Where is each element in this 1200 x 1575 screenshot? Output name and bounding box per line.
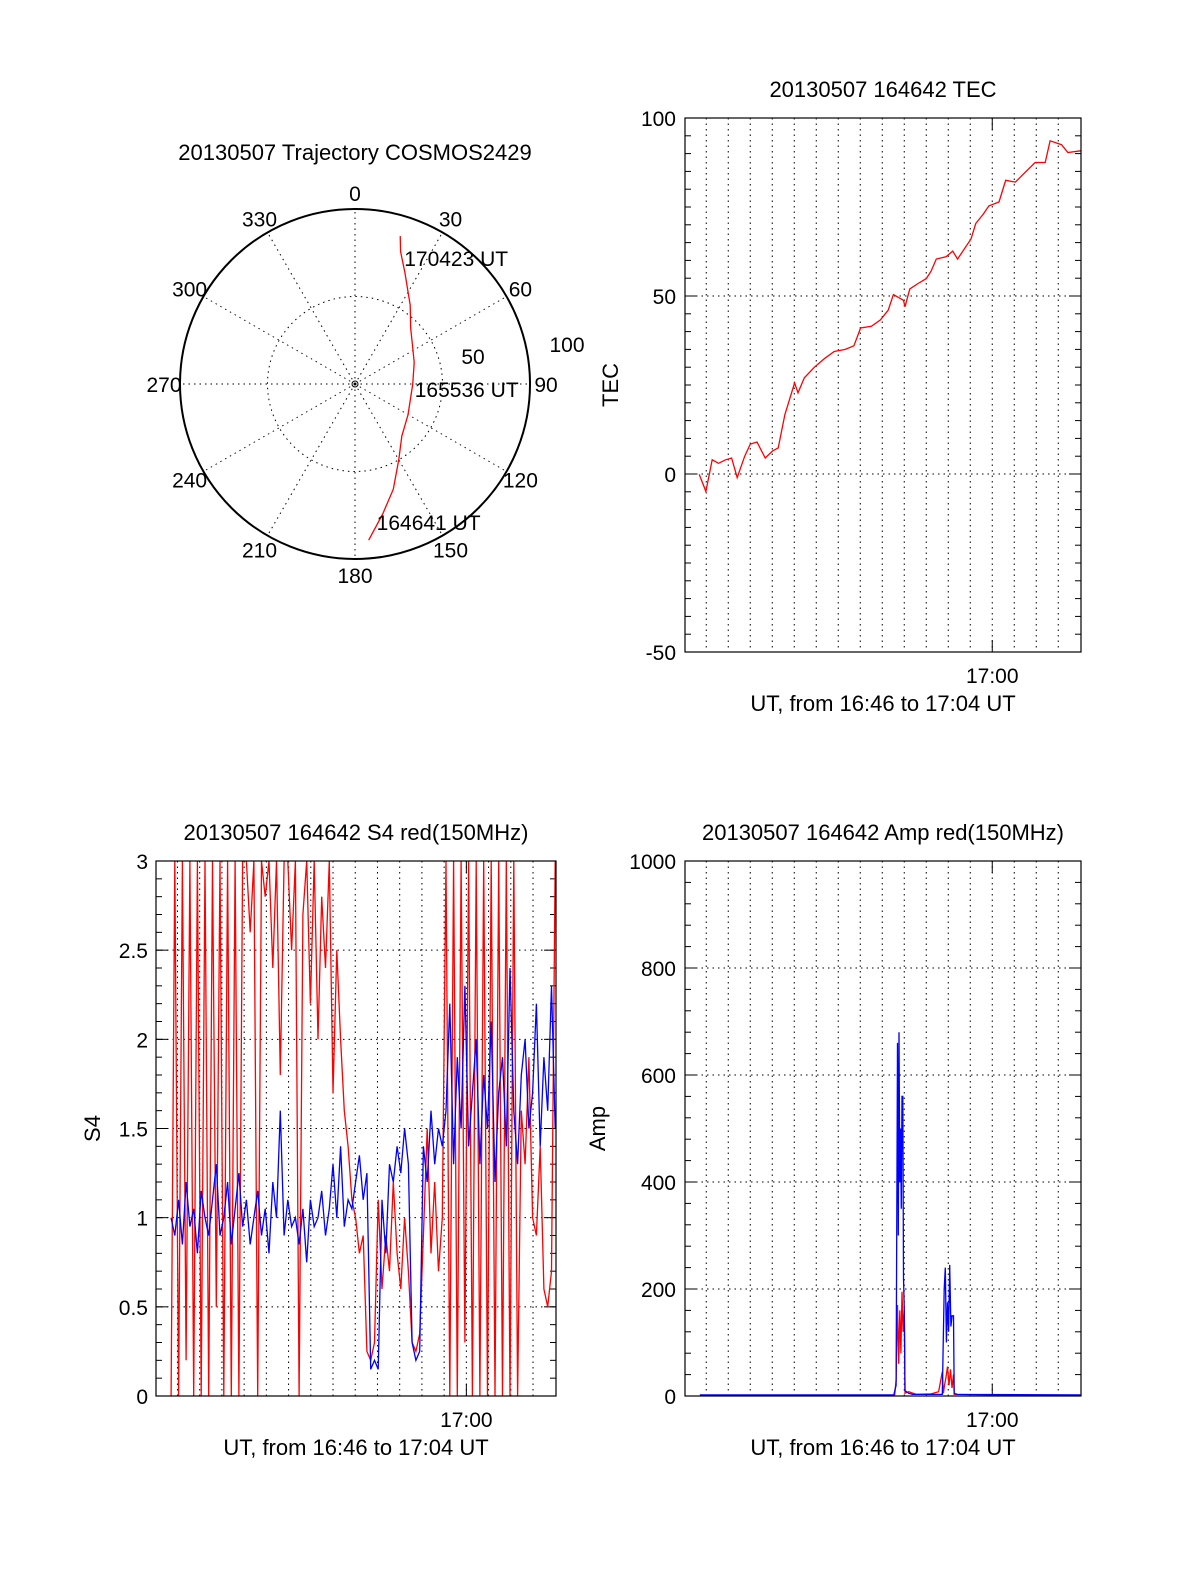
y-tick-label: -50	[646, 642, 676, 665]
inner-range-circle	[267, 296, 443, 472]
x-axis-label: UT, from 16:46 to 17:04 UT	[223, 1435, 488, 1460]
plot-frame	[684, 117, 1082, 653]
angle-label: 120	[503, 470, 538, 493]
angle-label: 210	[242, 539, 277, 562]
chart-title: 20130507 164642 S4 red(150MHz)	[184, 820, 529, 845]
y-tick-label: 2	[136, 1029, 148, 1052]
angle-label: 150	[433, 539, 468, 562]
y-tick-label: 100	[641, 108, 676, 131]
time-annotation: 170423 UT	[404, 248, 508, 271]
x-axis-label: UT, from 16:46 to 17:04 UT	[750, 1435, 1015, 1460]
y-tick-label: 0	[136, 1386, 148, 1409]
series-line-blue	[170, 967, 556, 1370]
amp-chart: 20130507 164642 Amp red(150MHz) 0 200 400 60…	[585, 820, 1082, 1460]
polar-chart: 20130507 Trajectory COSMOS2429 0 30 60 90 120…	[146, 140, 584, 588]
y-tick-label: 600	[641, 1065, 676, 1088]
y-axis-label: S4	[80, 1115, 105, 1142]
center-circle	[351, 380, 359, 388]
y-tick-label: 1000	[629, 851, 676, 874]
y-tick-label: 1.5	[119, 1119, 148, 1142]
plot-frame	[155, 860, 557, 1397]
angle-label: 0	[349, 183, 361, 206]
y-axis-label: Amp	[585, 1106, 610, 1151]
y-tick-label: 200	[641, 1279, 676, 1302]
spoke-gridline	[203, 383, 356, 472]
time-annotation: 164641 UT	[377, 512, 481, 535]
y-tick-label: 0	[664, 464, 676, 487]
trajectory-line	[368, 236, 415, 541]
chart-title: 20130507 164642 TEC	[769, 77, 996, 102]
x-tick-label: 17:00	[966, 1409, 1019, 1432]
x-axis-label: UT, from 16:46 to 17:04 UT	[750, 691, 1015, 716]
angle-label: 240	[172, 470, 207, 493]
angle-label: 30	[439, 209, 462, 232]
angle-label: 270	[146, 374, 181, 397]
y-tick-label: 0.5	[119, 1297, 148, 1320]
y-tick-label: 1	[136, 1208, 148, 1231]
angle-label: 330	[242, 209, 277, 232]
y-tick-label: 800	[641, 958, 676, 981]
radial-label: 100	[549, 334, 584, 357]
tec-chart: 20130507 164642 TEC -50 0 50 100 17:00 UT, fro…	[598, 77, 1082, 716]
outer-range-circle	[179, 208, 531, 560]
time-annotation: 165536 UT	[415, 379, 519, 402]
plot-frame	[684, 860, 1082, 1397]
series-line-TEC	[698, 139, 1081, 494]
y-tick-label: 2.5	[119, 940, 148, 963]
angle-label: 300	[172, 279, 207, 302]
angle-label: 60	[509, 279, 532, 302]
s4-chart: 20130507 164642 S4 red(150MHz) 0 0.5 1 1.5 2 2…	[80, 820, 557, 1460]
x-tick-label: 17:00	[440, 1409, 493, 1432]
chart-title: 20130507 Trajectory COSMOS2429	[178, 140, 531, 165]
y-tick-label: 400	[641, 1172, 676, 1195]
y-axis-label: TEC	[598, 363, 623, 407]
series-line-blue	[699, 1032, 1081, 1396]
angle-label: 180	[337, 565, 372, 588]
y-tick-label: 0	[664, 1386, 676, 1409]
chart-title: 20130507 164642 Amp red(150MHz)	[702, 820, 1064, 845]
y-tick-label: 3	[136, 851, 148, 874]
series-line-red	[699, 1291, 1081, 1396]
x-tick-label: 17:00	[966, 665, 1019, 688]
y-tick-label: 50	[653, 286, 676, 309]
spoke-gridline	[267, 383, 356, 536]
spoke-gridline	[354, 296, 507, 385]
spoke-gridline	[267, 232, 356, 385]
series-line-red	[170, 861, 556, 1396]
radial-label: 50	[461, 346, 484, 369]
angle-label: 90	[534, 374, 557, 397]
